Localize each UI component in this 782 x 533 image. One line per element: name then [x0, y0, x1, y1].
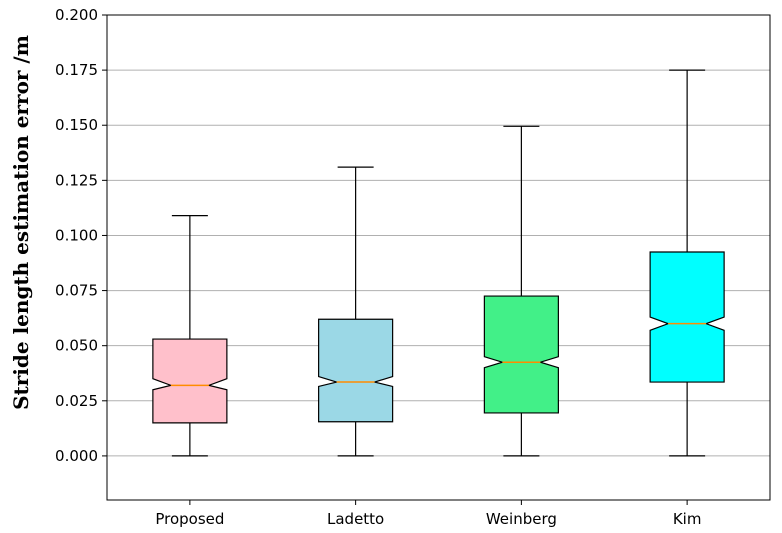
y-tick-label: 0.000 [55, 447, 98, 465]
y-axis-label: Stride length estimation error /m [9, 35, 33, 410]
x-tick-label: Ladetto [327, 510, 384, 528]
y-tick-label: 0.150 [55, 116, 98, 134]
boxes [152, 69, 725, 457]
y-tick-label: 0.100 [55, 226, 98, 244]
box-kim [649, 69, 725, 457]
box-ladetto [318, 166, 394, 457]
box-body [318, 318, 394, 423]
y-tick-label: 0.200 [55, 6, 98, 24]
y-axis-ticks: 0.000 0.025 0.050 0.075 0.100 0.125 0.150 0.175… [55, 6, 107, 465]
box-body [483, 295, 559, 414]
x-tick-label: Proposed [155, 510, 224, 528]
box-weinberg [483, 125, 559, 457]
box-body [152, 338, 228, 424]
plot-frame [106, 14, 771, 501]
y-tick-label: 0.175 [55, 61, 98, 79]
x-axis-ticks: Proposed Ladetto Weinberg Kim [155, 500, 701, 528]
y-tick-label: 0.050 [55, 337, 98, 355]
y-tick-label: 0.125 [55, 171, 98, 189]
x-tick-label: Weinberg [486, 510, 557, 528]
box-proposed [152, 215, 228, 457]
box-body [649, 251, 725, 383]
y-tick-label: 0.025 [55, 392, 98, 410]
y-tick-label: 0.075 [55, 282, 98, 300]
x-tick-label: Kim [673, 510, 702, 528]
